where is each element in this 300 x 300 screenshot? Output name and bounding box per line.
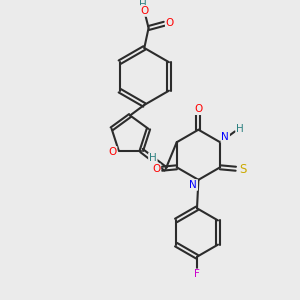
Text: S: S: [239, 163, 247, 176]
Text: N: N: [189, 180, 197, 190]
Text: O: O: [152, 164, 160, 174]
Text: O: O: [195, 104, 203, 114]
Text: O: O: [166, 18, 174, 28]
Text: O: O: [141, 6, 149, 16]
Text: H: H: [139, 0, 147, 10]
Text: F: F: [194, 269, 200, 279]
Text: H: H: [149, 153, 157, 163]
Text: H: H: [236, 124, 244, 134]
Text: N: N: [221, 132, 229, 142]
Text: O: O: [108, 147, 116, 157]
